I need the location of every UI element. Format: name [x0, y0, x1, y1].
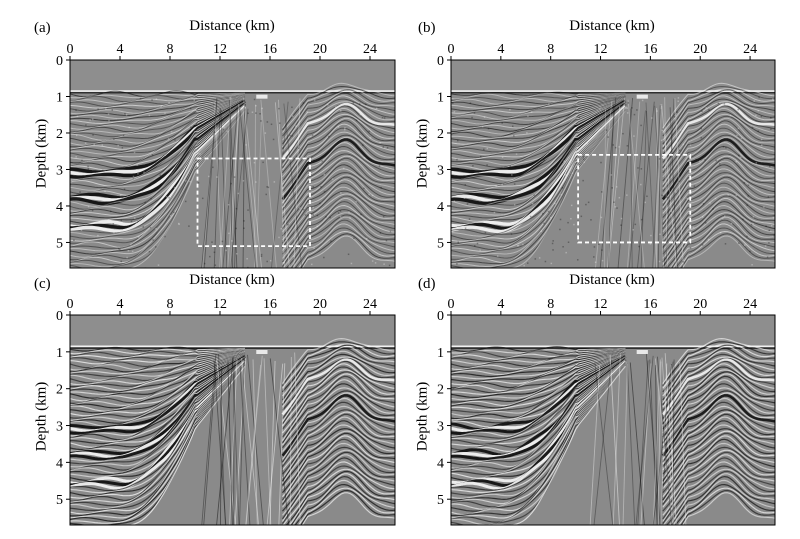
y-tick-label: 3	[56, 420, 63, 435]
y-tick-label: 1	[56, 346, 63, 361]
panel-tag: (d)	[418, 276, 436, 292]
x-axis-title: Distance (km)	[569, 272, 655, 288]
x-tick-label: 0	[448, 42, 455, 57]
panel-tag: (a)	[34, 20, 51, 36]
y-tick-label: 5	[437, 493, 444, 508]
y-tick-label: 0	[437, 309, 444, 324]
x-tick-label: 4	[117, 297, 124, 312]
x-tick-label: 8	[547, 42, 554, 57]
y-tick-label: 3	[437, 420, 444, 435]
x-tick-label: 20	[313, 297, 327, 312]
y-tick-label: 5	[437, 236, 444, 251]
y-tick-label: 2	[437, 383, 444, 398]
y-tick-label: 4	[437, 456, 444, 471]
y-tick-label: 5	[56, 236, 63, 251]
y-tick-label: 2	[56, 383, 63, 398]
x-axis-title: Distance (km)	[189, 272, 275, 288]
x-tick-label: 12	[594, 297, 608, 312]
panel-tag: (b)	[418, 20, 436, 36]
x-tick-label: 16	[263, 297, 277, 312]
y-tick-label: 2	[56, 127, 63, 142]
x-tick-label: 24	[743, 42, 757, 57]
y-tick-label: 1	[437, 346, 444, 361]
x-tick-label: 16	[643, 297, 657, 312]
x-tick-label: 0	[67, 297, 74, 312]
x-tick-label: 16	[263, 42, 277, 57]
reflectors	[451, 60, 775, 268]
x-tick-label: 0	[67, 42, 74, 57]
x-tick-label: 12	[594, 42, 608, 57]
y-tick-label: 1	[56, 90, 63, 105]
panel-a: (a) Distance (km) Depth (km) 0 4 8 12 16 20 24…	[0, 0, 400, 270]
x-tick-label: 20	[313, 42, 327, 57]
y-tick-label: 2	[437, 127, 444, 142]
x-tick-label: 20	[693, 297, 707, 312]
reflectors	[70, 315, 395, 525]
x-tick-label: 4	[497, 297, 504, 312]
y-tick-label: 5	[56, 493, 63, 508]
y-tick-label: 1	[437, 90, 444, 105]
y-tick-label: 0	[437, 54, 444, 69]
x-tick-label: 0	[448, 297, 455, 312]
x-tick-label: 24	[363, 297, 377, 312]
y-tick-label: 4	[56, 200, 63, 215]
y-tick-label: 4	[56, 456, 63, 471]
dashed-region-box	[577, 153, 692, 244]
x-axis-title: Distance (km)	[569, 18, 655, 34]
y-tick-label: 4	[437, 200, 444, 215]
reflectors	[451, 315, 775, 525]
y-tick-label: 0	[56, 54, 63, 69]
dashed-region-box	[196, 157, 311, 248]
x-axis-title: Distance (km)	[189, 18, 275, 34]
x-tick-label: 24	[363, 42, 377, 57]
y-tick-label: 0	[56, 309, 63, 324]
x-tick-label: 8	[167, 42, 174, 57]
x-tick-label: 12	[213, 297, 227, 312]
reflectors	[70, 60, 395, 268]
x-tick-label: 12	[213, 42, 227, 57]
plot-frame	[69, 314, 396, 526]
x-tick-label: 16	[643, 42, 657, 57]
x-tick-label: 4	[497, 42, 504, 57]
plot-frame	[450, 314, 776, 526]
x-tick-label: 8	[547, 297, 554, 312]
x-tick-label: 24	[743, 297, 757, 312]
panel-c: (c) Distance (km) Depth (km) 0 4 8 12 16 20 24…	[0, 268, 400, 538]
panel-d: (d) Distance (km) Depth (km) 0 4 8 12 16 20 24…	[400, 268, 800, 538]
x-tick-label: 8	[167, 297, 174, 312]
panel-tag: (c)	[34, 276, 51, 292]
plot-frame	[450, 59, 776, 269]
y-tick-label: 3	[56, 163, 63, 178]
panel-b: (b) Distance (km) Depth (km) 0 4 8 12 16 20 24…	[400, 0, 800, 270]
x-tick-label: 4	[117, 42, 124, 57]
plot-frame	[69, 59, 396, 269]
x-tick-label: 20	[693, 42, 707, 57]
y-tick-label: 3	[437, 163, 444, 178]
